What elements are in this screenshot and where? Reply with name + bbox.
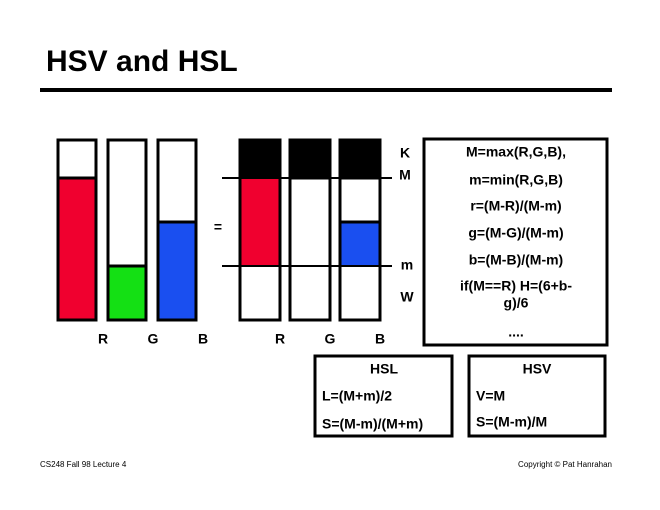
right-label: B [375,331,385,347]
equals: = [214,219,222,235]
footer-right: Copyright © Pat Hanrahan [518,460,612,469]
left-columns [56,138,198,322]
hsl-box [313,354,454,438]
formula-line: g=(M-G)/(M-m) [468,225,563,241]
formula-line: g)/6 [504,295,529,311]
formula-lines: M=max(R,G,B), m=min(R,G,B) r=(M-R)/(M-m) g=… [460,144,572,340]
title-rule [40,88,612,92]
level-label: m [401,257,413,273]
formula-box [422,137,609,347]
left-label: G [148,331,159,347]
formula-line: b=(M-B)/(M-m) [469,252,563,268]
formula-line: r=(M-R)/(M-m) [470,198,561,214]
formula-line: .... [508,324,524,340]
formula-line: M=max(R,G,B), [466,144,566,160]
footer-left: CS248 Fall 98 Lecture 4 [40,460,127,469]
hsl-title: HSL [370,361,398,377]
right-label: G [325,331,336,347]
hsv-line: S=(M-m)/M [476,414,547,430]
level-label: M [399,167,411,183]
level-label: W [400,289,414,305]
hsl-line: S=(M-m)/(M+m) [322,416,423,432]
level-label: K [400,145,410,161]
right-label: R [275,331,285,347]
right-columns [222,138,392,322]
formula-line: m=min(R,G,B) [469,172,563,188]
slide-title: HSV and HSL [46,45,238,78]
formula-line: if(M==R) H=(6+b- [460,278,572,294]
hsv-line: V=M [476,388,505,404]
hsv-box [467,354,607,438]
left-label: R [98,331,108,347]
hsl-line: L=(M+m)/2 [322,388,392,404]
hsv-title: HSV [523,361,552,377]
left-label: B [198,331,208,347]
